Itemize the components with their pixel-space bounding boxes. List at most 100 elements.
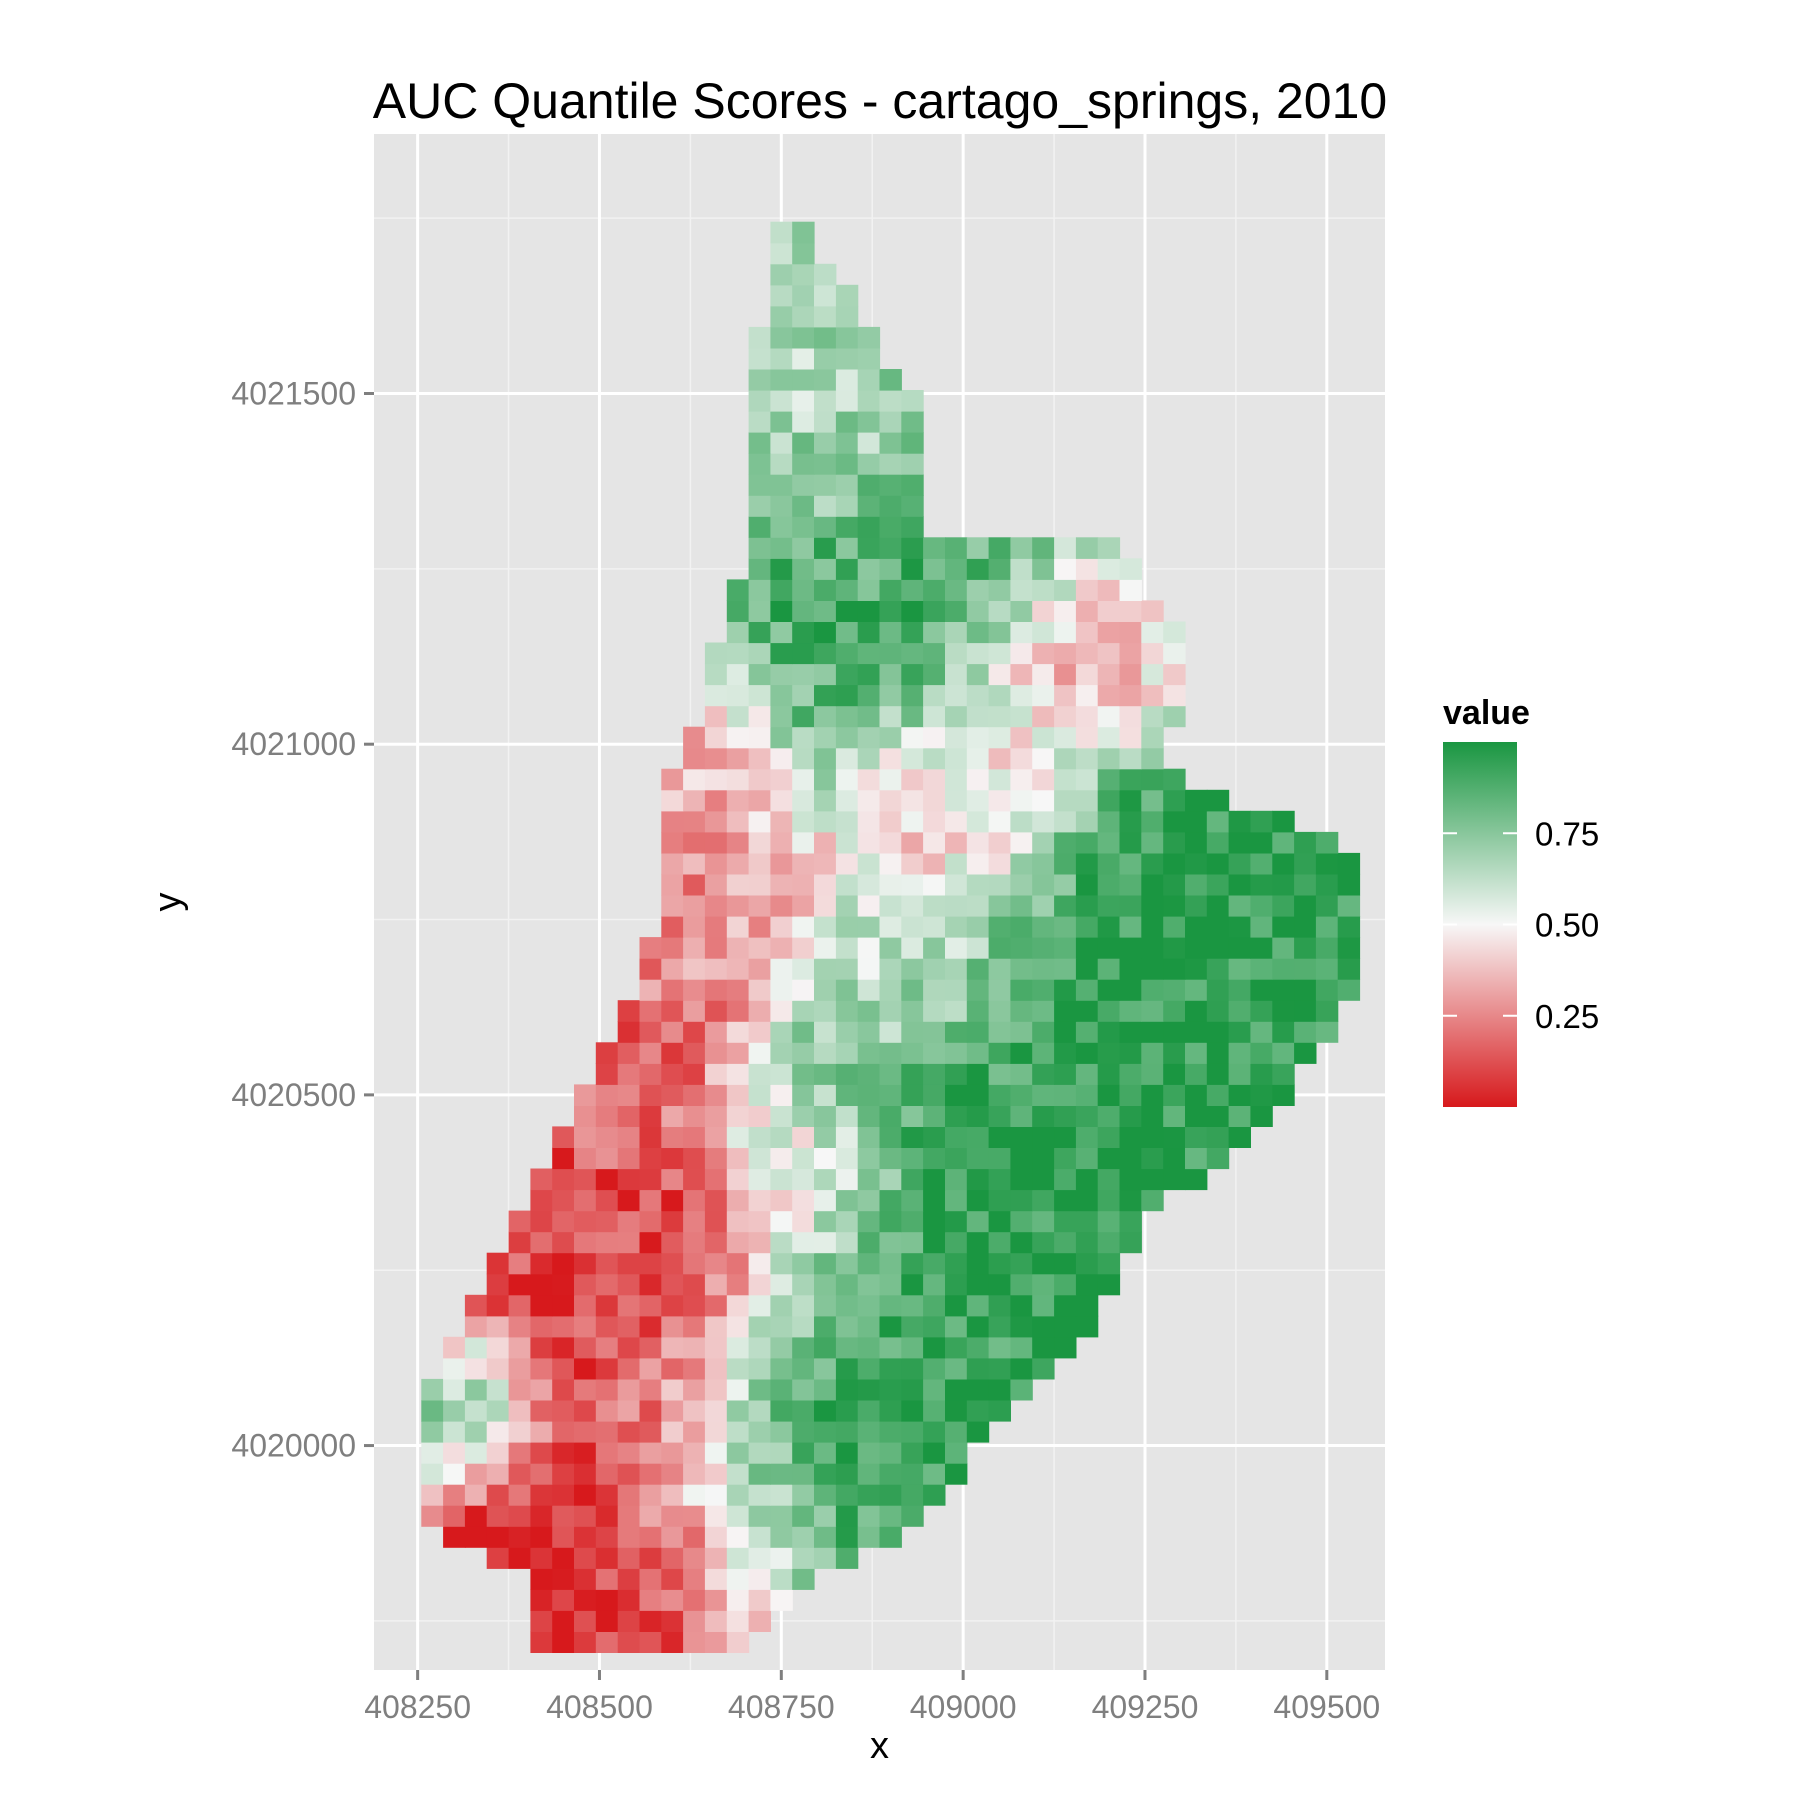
- heatmap-cell: [1097, 768, 1121, 791]
- heatmap-cell: [792, 937, 815, 959]
- heatmap-cell: [814, 305, 837, 328]
- heatmap-cell: [726, 1168, 750, 1191]
- heatmap-cell: [1119, 1000, 1142, 1022]
- heatmap-cell: [464, 1357, 488, 1380]
- heatmap-cell: [1032, 1168, 1055, 1191]
- heatmap-cell: [770, 1526, 793, 1548]
- heatmap-cell: [814, 1063, 837, 1085]
- heatmap-cell: [748, 1210, 771, 1233]
- heatmap-cell: [1054, 768, 1077, 791]
- heatmap-cell: [1163, 705, 1186, 728]
- heatmap-cell: [1032, 663, 1055, 686]
- heatmap-cell: [595, 1063, 619, 1085]
- heatmap-cell: [1141, 1126, 1164, 1148]
- heatmap-cell: [988, 726, 1011, 749]
- heatmap-cell: [770, 852, 793, 875]
- heatmap-cell: [639, 1568, 662, 1590]
- heatmap-cell: [814, 390, 837, 412]
- heatmap-cell: [1119, 1105, 1142, 1127]
- heatmap-cell: [704, 1063, 728, 1085]
- heatmap-cell: [966, 1400, 990, 1422]
- heatmap-cell: [770, 432, 793, 454]
- heatmap-cell: [1315, 958, 1339, 980]
- heatmap-cell: [814, 1021, 837, 1043]
- heatmap-cell: [530, 1168, 553, 1191]
- heatmap-cell: [923, 916, 946, 938]
- heatmap-cell: [835, 1000, 859, 1022]
- heatmap-cell: [814, 579, 837, 601]
- heatmap-cell: [835, 1231, 859, 1254]
- heatmap-cell: [1075, 1189, 1099, 1212]
- heatmap-cell: [1141, 1063, 1164, 1085]
- heatmap-cell: [639, 1105, 662, 1127]
- heatmap-cell: [988, 747, 1011, 770]
- heatmap-cell: [923, 1442, 946, 1464]
- heatmap-cell: [1097, 1273, 1121, 1296]
- heatmap-cell: [988, 663, 1011, 686]
- heatmap-cell: [1075, 642, 1099, 665]
- heatmap-cell: [704, 1231, 728, 1254]
- heatmap-cell: [1075, 1168, 1099, 1191]
- heatmap-cell: [901, 1126, 924, 1148]
- heatmap-cell: [1185, 1021, 1208, 1043]
- heatmap-cell: [901, 390, 924, 412]
- heatmap-cell: [661, 1357, 684, 1380]
- heatmap-cell: [1119, 600, 1142, 622]
- heatmap-cell: [879, 916, 902, 938]
- heatmap-cell: [966, 684, 990, 707]
- heatmap-cell: [683, 1526, 706, 1548]
- heatmap-cell: [945, 726, 968, 749]
- heatmap-cell: [966, 1210, 990, 1233]
- heatmap-cell: [857, 432, 881, 454]
- heatmap-cell: [945, 895, 968, 917]
- heatmap-cell: [639, 1378, 662, 1401]
- heatmap-cell: [1054, 600, 1077, 622]
- heatmap-cell: [464, 1484, 488, 1506]
- heatmap-cell: [748, 642, 771, 665]
- heatmap-cell: [1272, 1063, 1295, 1085]
- heatmap-cell: [966, 1105, 990, 1127]
- heatmap-cell: [879, 979, 902, 1001]
- heatmap-cell: [1032, 1126, 1055, 1148]
- heatmap-cell: [1141, 1084, 1164, 1106]
- heatmap-cell: [704, 1084, 728, 1106]
- heatmap-cell: [552, 1400, 575, 1422]
- heatmap-cell: [530, 1547, 553, 1569]
- heatmap-cell: [595, 1357, 619, 1380]
- heatmap-cell: [1075, 831, 1099, 854]
- heatmap-cell: [552, 1294, 575, 1317]
- heatmap-cell: [857, 1126, 881, 1148]
- heatmap-cell: [879, 369, 902, 391]
- heatmap-cell: [792, 916, 815, 938]
- heatmap-cell: [1054, 979, 1077, 1001]
- heatmap-cell: [508, 1336, 531, 1359]
- heatmap-cell: [748, 1105, 771, 1127]
- heatmap-cell: [835, 537, 859, 559]
- heatmap-cell: [1054, 1315, 1077, 1338]
- heatmap-cell: [835, 1105, 859, 1127]
- heatmap-cell: [1315, 831, 1339, 854]
- heatmap-cell: [595, 1610, 619, 1632]
- heatmap-cell: [792, 705, 815, 728]
- heatmap-cell: [661, 1568, 684, 1590]
- heatmap-cell: [792, 1463, 815, 1485]
- heatmap-cell: [835, 453, 859, 475]
- heatmap-cell: [1075, 958, 1099, 980]
- heatmap-cell: [1250, 1063, 1273, 1085]
- heatmap-cell: [574, 1294, 597, 1317]
- heatmap-cell: [574, 1357, 597, 1380]
- heatmap-cell: [879, 579, 902, 601]
- heatmap-cell: [421, 1463, 444, 1485]
- heatmap-cell: [508, 1400, 531, 1422]
- heatmap-cell: [1294, 979, 1317, 1001]
- heatmap-cell: [988, 1000, 1011, 1022]
- heatmap-cell: [704, 1210, 728, 1233]
- heatmap-cell: [770, 1484, 793, 1506]
- heatmap-cell: [857, 1484, 881, 1506]
- heatmap-cell: [486, 1378, 510, 1401]
- heatmap-cell: [748, 1000, 771, 1022]
- heatmap-cell: [1097, 747, 1121, 770]
- heatmap-cell: [857, 326, 881, 349]
- heatmap-cell: [443, 1357, 466, 1380]
- heatmap-cell: [617, 1442, 641, 1464]
